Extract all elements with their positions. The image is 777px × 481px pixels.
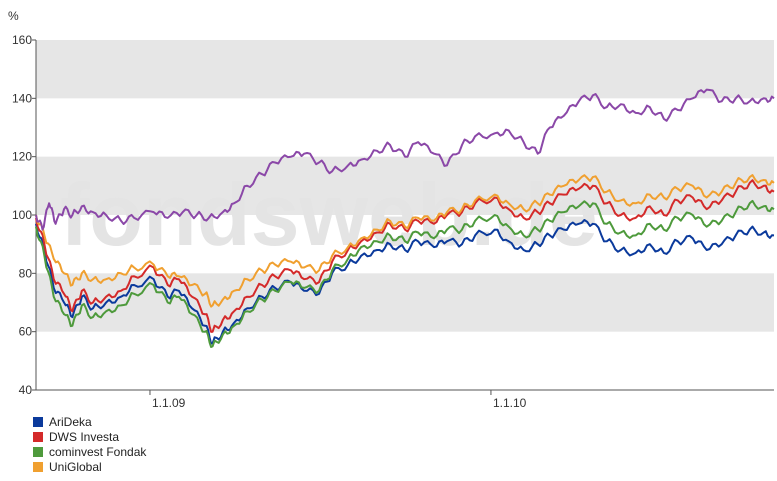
grid-band — [36, 40, 774, 99]
grid-bands — [36, 40, 774, 332]
y-tick-label: 120 — [12, 150, 32, 164]
y-tick-label: 100 — [12, 208, 32, 222]
y-tick-label: 40 — [19, 383, 33, 397]
y-axis: 40 60 80 100 120 140 160 — [12, 33, 37, 397]
y-tick-label: 140 — [12, 91, 32, 105]
y-tick-label: 60 — [19, 325, 33, 339]
watermark-text: fondsweb.de — [60, 165, 598, 264]
legend-swatch — [33, 416, 43, 427]
legend-label: DWS Investa — [49, 429, 120, 444]
x-tick-label: 1.1.09 — [152, 396, 186, 410]
series-line-arideka — [35, 219, 775, 345]
y-axis-unit-label: % — [8, 9, 19, 23]
series-line-uniglobal — [35, 174, 775, 308]
series-lines — [35, 88, 775, 348]
legend-label: AriDeka — [49, 414, 92, 429]
legend-item-uniglobal: UniGlobal — [33, 459, 146, 474]
legend-label: cominvest Fondak — [49, 444, 147, 459]
series-line-dws-investa — [35, 179, 775, 333]
legend-label: UniGlobal — [49, 459, 102, 474]
legend-item-dws-investa: DWS Investa — [33, 429, 146, 444]
x-axis: 1.1.09 1.1.10 — [36, 389, 774, 410]
legend-item-cominvest-fondak: cominvest Fondak — [33, 444, 146, 459]
legend-swatch — [33, 461, 43, 472]
series-line-cominvest-fondak — [35, 199, 775, 348]
legend-swatch — [33, 446, 43, 457]
series-line-purple — [35, 88, 775, 231]
grid-band — [36, 156, 774, 215]
legend-swatch — [33, 431, 43, 442]
y-tick-label: 160 — [12, 33, 32, 47]
y-tick-label: 80 — [19, 266, 33, 280]
legend: AriDeka DWS Investa cominvest Fondak Uni… — [33, 414, 146, 474]
grid-band — [36, 273, 774, 332]
x-tick-label: 1.1.10 — [493, 396, 527, 410]
legend-item-aridka: AriDeka — [33, 414, 146, 429]
